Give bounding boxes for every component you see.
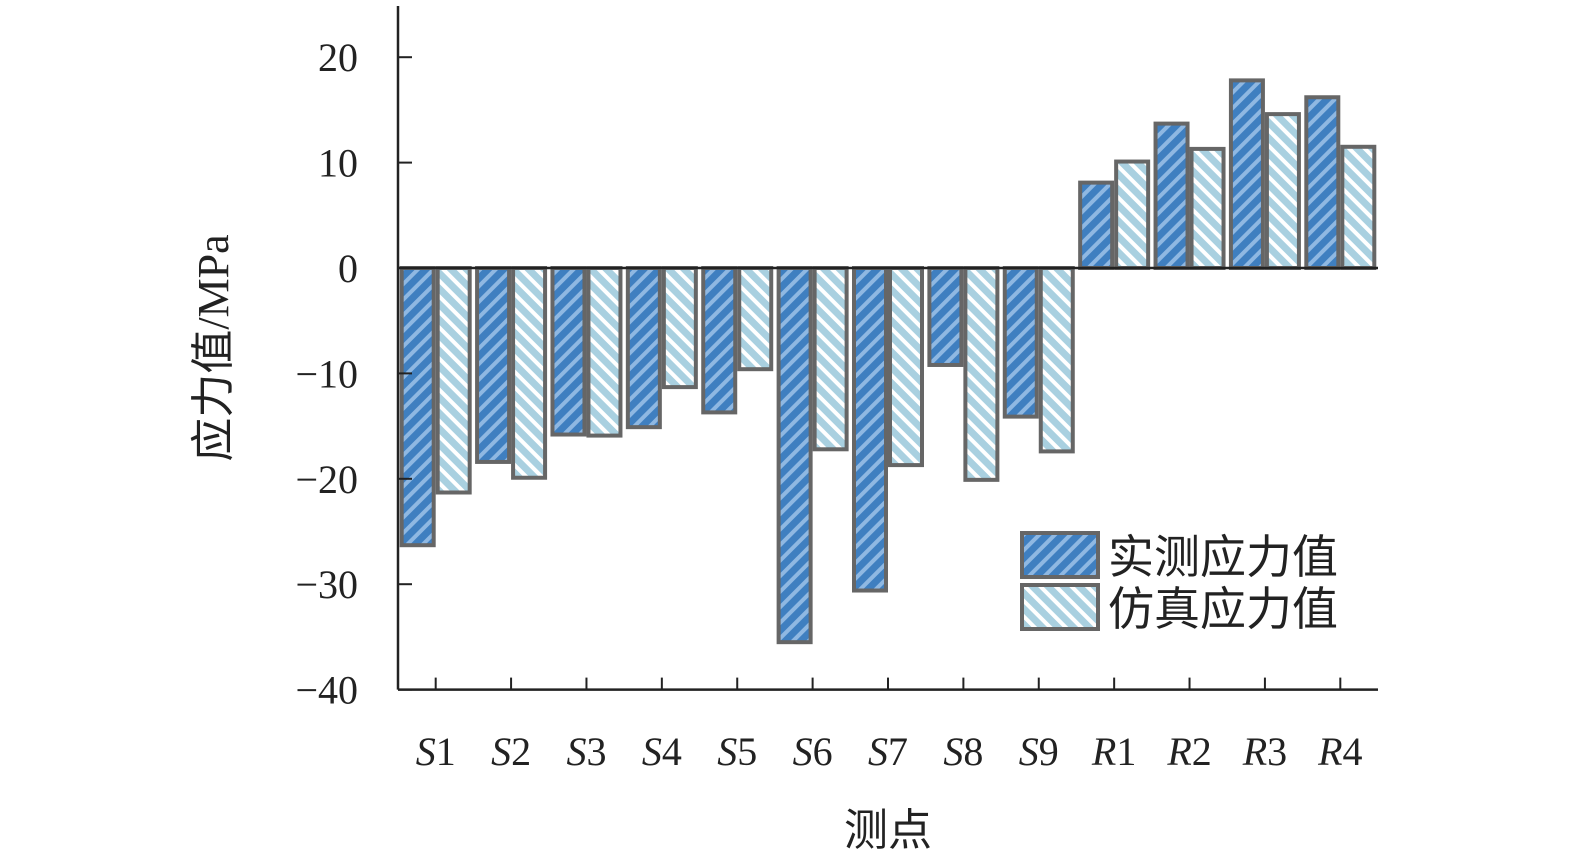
measured-bar-S4 (625, 266, 662, 430)
x-tick-letter: S (943, 729, 963, 774)
simulated-bar-S4 (661, 266, 698, 390)
x-tick-letter: R (1091, 729, 1116, 774)
x-tick-label: R4 (1317, 729, 1362, 774)
x-tick-number: 3 (1267, 729, 1287, 774)
simulated-bar-S9 (1038, 266, 1075, 454)
x-tick-label: R2 (1166, 729, 1211, 774)
x-tick-label: S7 (868, 729, 908, 774)
x-tick-number: 2 (1192, 729, 1212, 774)
measured-bar-R3 (1228, 78, 1265, 270)
measured-bar-S1 (399, 266, 436, 548)
simulated-bar-S2 (511, 266, 548, 480)
simulated-bar-S5 (737, 266, 774, 372)
x-tick-number: 6 (813, 729, 833, 774)
x-tick-letter: S (491, 729, 511, 774)
x-tick-label: R1 (1091, 729, 1136, 774)
measured-bar-R1 (1078, 180, 1115, 271)
y-tick-label: 10 (318, 141, 358, 186)
measured-bar-S2 (475, 266, 512, 464)
x-tick-number: 9 (1039, 729, 1059, 774)
x-tick-label: S3 (566, 729, 606, 774)
simulated-bar-R4 (1340, 144, 1377, 270)
simulated-bar-R3 (1264, 112, 1301, 270)
x-tick-letter: R (1317, 729, 1342, 774)
x-tick-letter: S (717, 729, 737, 774)
simulated-bar-S7 (888, 266, 924, 468)
y-axis-title: 应力值/MPa (189, 234, 238, 461)
legend-label-simulated: 仿真应力值 (1108, 584, 1338, 635)
y-tick-label: 20 (318, 35, 358, 80)
measured-bar-S6 (776, 266, 813, 645)
y-tick-label: −30 (295, 562, 358, 607)
x-tick-label: S4 (642, 729, 682, 774)
measured-bar-S5 (701, 266, 738, 415)
measured-bar-R2 (1153, 121, 1190, 270)
x-tick-label: S1 (416, 729, 456, 774)
x-tick-letter: S (868, 729, 888, 774)
x-tick-number: 4 (1343, 729, 1363, 774)
measured-bar-S9 (1002, 266, 1039, 419)
x-tick-label: S6 (793, 729, 833, 774)
y-tick-label: −40 (295, 668, 358, 713)
x-tick-number: 7 (888, 729, 908, 774)
y-tick-label: 0 (338, 246, 358, 291)
x-tick-label: S8 (943, 729, 983, 774)
x-tick-letter: S (416, 729, 436, 774)
measured-bar-S8 (927, 266, 964, 367)
x-tick-number: 4 (662, 729, 682, 774)
x-tick-letter: R (1242, 729, 1267, 774)
legend-swatch-simulated (1020, 583, 1100, 631)
x-tick-number: 8 (963, 729, 983, 774)
x-tick-number: 3 (586, 729, 606, 774)
y-tick-label: −20 (295, 457, 358, 502)
x-tick-number: 1 (436, 729, 456, 774)
measured-bar-R4 (1304, 95, 1341, 270)
y-tick-label: −10 (295, 351, 358, 396)
x-tick-letter: S (642, 729, 662, 774)
x-tick-label: S2 (491, 729, 531, 774)
x-tick-label: S5 (717, 729, 757, 774)
simulated-bar-R1 (1114, 159, 1151, 271)
simulated-bar-S6 (812, 266, 849, 452)
x-tick-label: S9 (1019, 729, 1059, 774)
simulated-bar-R2 (1189, 146, 1226, 270)
legend-swatch-measured (1020, 531, 1100, 579)
x-axis-title: 测点 (844, 806, 932, 855)
x-tick-label: R3 (1242, 729, 1287, 774)
y-ticks-layer: 20 10 0 −10 −20 −30 −40 (295, 35, 412, 713)
x-tick-letter: S (1019, 729, 1039, 774)
measured-bar-S3 (550, 266, 587, 437)
x-tick-letter: R (1166, 729, 1191, 774)
simulated-bar-S8 (963, 266, 1000, 482)
x-ticks-layer: S1 S2 S3 S4 S5 S6 S7 S8 S9 R1 R2 R3 R4 (416, 677, 1363, 774)
x-tick-number: 2 (511, 729, 531, 774)
legend-label-measured: 实测应力值 (1108, 532, 1338, 583)
x-tick-number: 5 (737, 729, 757, 774)
simulated-bar-S3 (586, 266, 623, 438)
x-tick-number: 1 (1116, 729, 1136, 774)
simulated-bar-S1 (435, 266, 472, 495)
measured-bar-S7 (852, 266, 888, 593)
x-tick-letter: S (793, 729, 813, 774)
x-tick-letter: S (566, 729, 586, 774)
